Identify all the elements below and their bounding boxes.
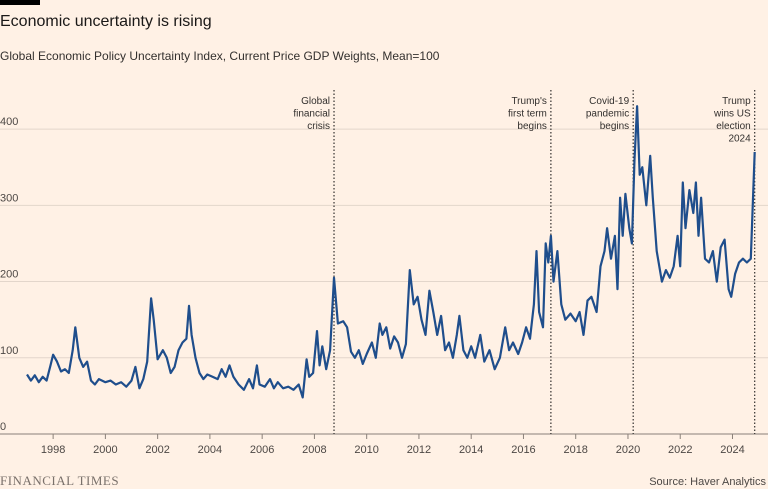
x-tick-label: 2022 <box>668 444 692 456</box>
x-tick-label: 2018 <box>563 444 587 456</box>
chart-subtitle: Global Economic Policy Uncertainty Index… <box>0 49 440 63</box>
x-tick-label: 2006 <box>250 444 274 456</box>
y-tick-label: 200 <box>0 269 18 281</box>
x-tick-label: 2016 <box>511 444 535 456</box>
source: Source: Haver Analytics <box>649 476 766 488</box>
data-line <box>26 105 756 399</box>
y-tick-label: 0 <box>0 421 6 433</box>
x-tick-label: 2002 <box>145 444 169 456</box>
annotation-text: first term <box>508 109 547 120</box>
x-tick-label: 2010 <box>354 444 378 456</box>
x-tick-label: 2012 <box>407 444 431 456</box>
annotation-text: Covid-19 <box>589 96 629 107</box>
annotation-text: begins <box>600 121 629 132</box>
annotation-text: pandemic <box>586 109 629 120</box>
y-tick-label: 100 <box>0 345 18 357</box>
x-tick-label: 2024 <box>720 444 744 456</box>
annotation-text: election <box>716 121 750 132</box>
x-tick-label: 2008 <box>302 444 326 456</box>
chart-title: Economic uncertainty is rising <box>0 13 212 30</box>
x-tick-label: 2004 <box>198 444 222 456</box>
annotation-text: financial <box>293 109 330 120</box>
x-tick-label: 2020 <box>616 444 640 456</box>
annotation-text: crisis <box>307 121 330 132</box>
annotation-text: wins US <box>713 109 751 120</box>
annotation-text: Trump's <box>511 96 546 107</box>
brand: FINANCIAL TIMES <box>0 473 119 488</box>
annotation-text: begins <box>517 121 546 132</box>
annotation-text: Global <box>301 96 330 107</box>
y-tick-label: 400 <box>0 116 18 128</box>
annotation-text: 2024 <box>728 134 751 145</box>
x-tick-label: 1998 <box>41 444 65 456</box>
logo-bar <box>0 0 40 5</box>
x-tick-label: 2014 <box>459 444 483 456</box>
annotation-text: Trump <box>722 96 751 107</box>
y-tick-label: 300 <box>0 192 18 204</box>
x-tick-label: 2000 <box>93 444 117 456</box>
